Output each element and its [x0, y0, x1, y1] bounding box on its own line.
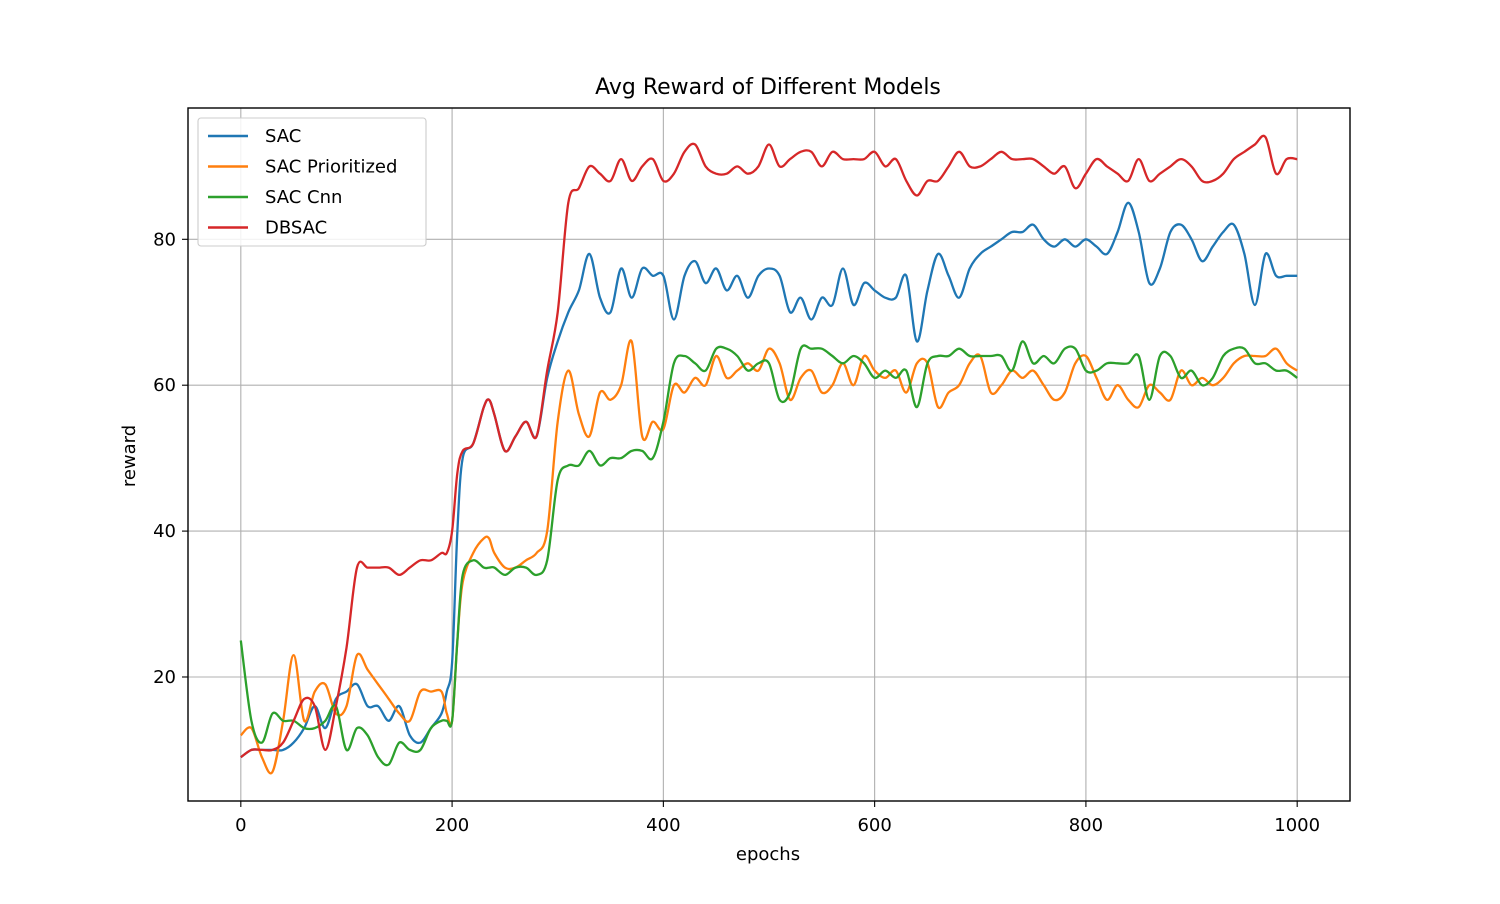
y-ticks: 20 40 60 80 — [153, 229, 188, 688]
y-tick-label: 40 — [153, 521, 176, 542]
y-tick-label: 60 — [153, 375, 176, 396]
x-tick-label: 200 — [435, 815, 469, 836]
x-ticks: 0 200 400 600 800 1000 — [235, 801, 1320, 836]
legend-label-dbsac: DBSAC — [265, 218, 327, 239]
series-line-sac-prioritized — [240, 339, 1298, 775]
x-tick-label: 800 — [1069, 815, 1103, 836]
axes-frame — [187, 107, 1351, 802]
y-tick-label: 80 — [153, 229, 176, 250]
x-tick-label: 400 — [646, 815, 680, 836]
x-tick-label: 0 — [235, 815, 246, 836]
x-tick-label: 600 — [857, 815, 891, 836]
legend-box — [197, 117, 427, 247]
chart-title: Avg Reward of Different Models — [595, 75, 941, 100]
x-axis-label: epochs — [736, 844, 800, 865]
series-line-sac-cnn — [239, 340, 1298, 767]
legend-label-sac-cnn: SAC Cnn — [265, 187, 342, 208]
y-tick-label: 20 — [153, 667, 176, 688]
legend-label-sac: SAC — [265, 126, 301, 147]
grid — [188, 108, 1350, 801]
legend: SAC SAC Prioritized SAC Cnn DBSAC — [197, 117, 427, 247]
x-tick-label: 1000 — [1274, 815, 1320, 836]
series-line-sac — [240, 201, 1298, 759]
plot-area — [239, 134, 1298, 775]
series-line-dbsac — [240, 134, 1298, 759]
legend-label-sac-prioritized: SAC Prioritized — [265, 157, 397, 178]
y-axis-label: reward — [119, 425, 140, 487]
